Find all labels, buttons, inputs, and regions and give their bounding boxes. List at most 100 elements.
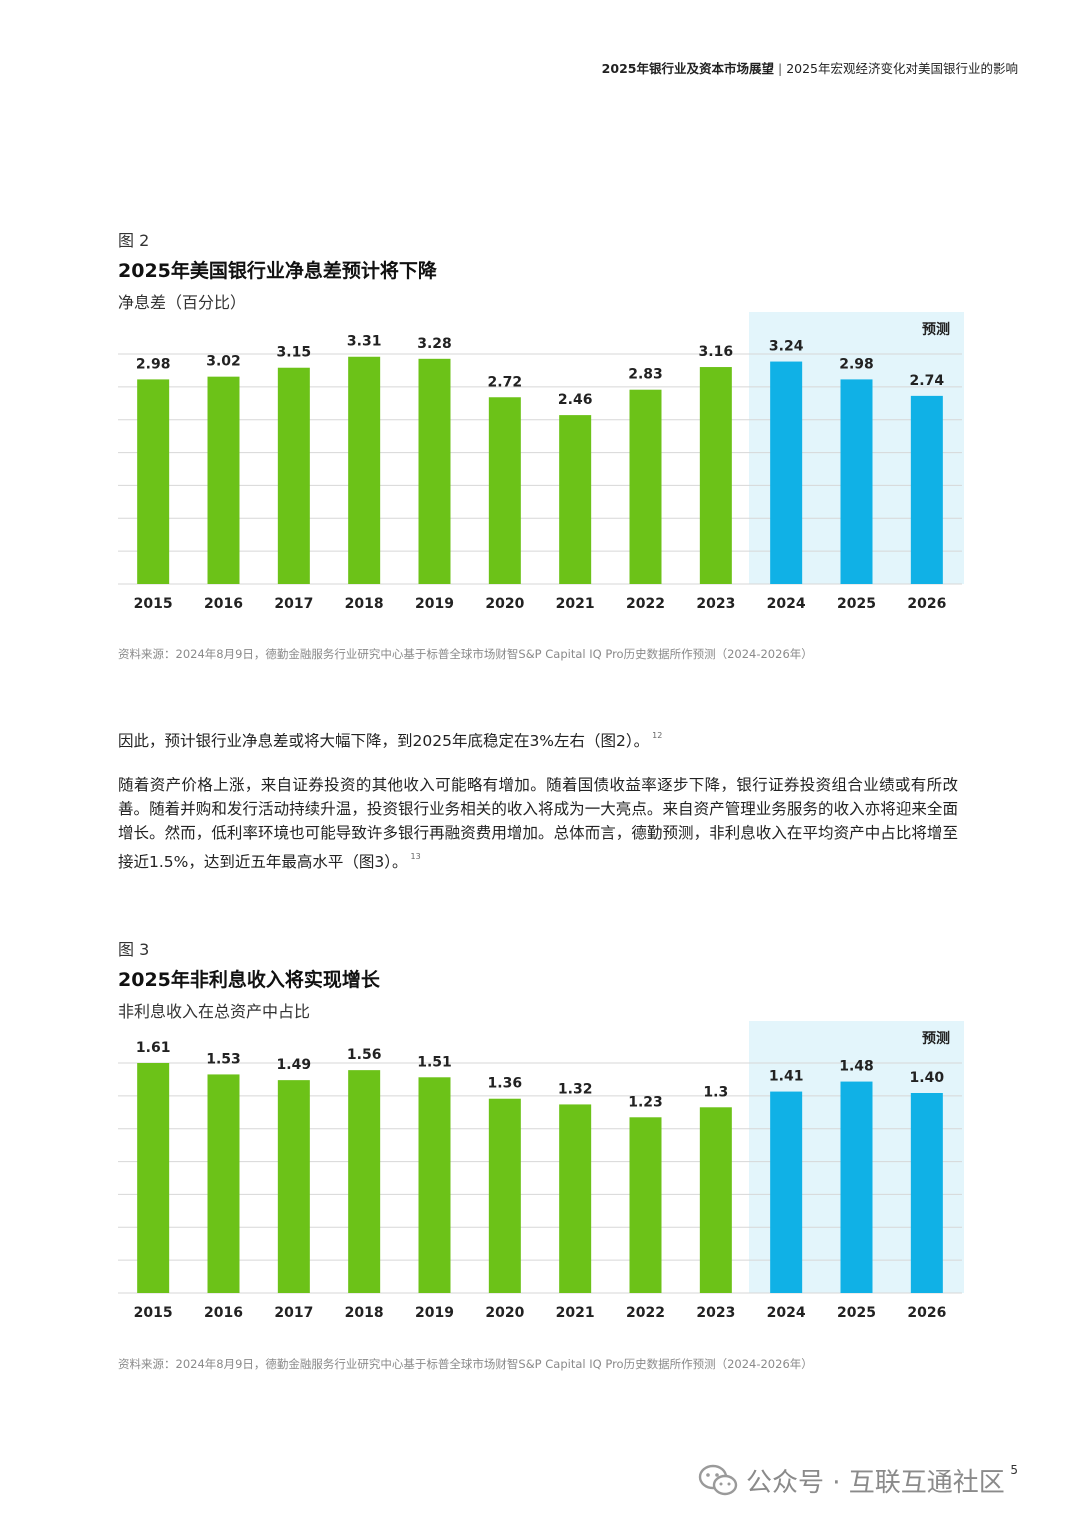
x-tick-2020: 2020 [485, 596, 524, 612]
bar-2023 [699, 1107, 732, 1293]
figure-3-chart: 预测 1.61 2015 1.53 2016 1.49 2017 1.56 2018 1.51 20… [110, 1021, 970, 1331]
page-number: 5 [1010, 1463, 1018, 1477]
x-tick-2024: 2024 [767, 1305, 806, 1321]
value-label-2017: 1.49 [277, 1057, 312, 1073]
x-tick-2025: 2025 [837, 596, 876, 612]
value-label-2026: 1.40 [910, 1070, 945, 1086]
bar-2021 [559, 415, 592, 584]
figure-2-label: 图 2 [118, 231, 150, 250]
x-tick-2019: 2019 [415, 1305, 454, 1321]
bar-2022 [629, 389, 662, 584]
paragraph-1: 因此，预计银行业净息差或将大幅下降，到2025年底稳定在3%左右（图2）。 12 [118, 724, 958, 753]
x-tick-2025: 2025 [837, 1305, 876, 1321]
bar-2018 [348, 1070, 381, 1293]
header-doc-title: 2025年银行业及资本市场展望 [601, 61, 774, 76]
x-tick-2023: 2023 [696, 596, 735, 612]
watermark-text: 公众号 · 互联互通社区 [746, 1468, 1005, 1498]
value-label-2016: 1.53 [206, 1051, 241, 1067]
bar-2020 [488, 1098, 521, 1293]
x-tick-2017: 2017 [274, 596, 313, 612]
bar-2021 [559, 1104, 592, 1293]
x-tick-2016: 2016 [204, 1305, 243, 1321]
x-tick-2024: 2024 [767, 596, 806, 612]
x-tick-2026: 2026 [907, 1305, 946, 1321]
bar-2023 [699, 367, 732, 584]
value-label-2025: 2.98 [839, 356, 874, 372]
header-section-title: 2025年宏观经济变化对美国银行业的影响 [786, 61, 1018, 76]
value-label-2020: 2.72 [488, 374, 523, 390]
value-label-2022: 1.23 [628, 1094, 663, 1110]
bar-2019 [418, 358, 451, 584]
watermark: 公众号 · 互联互通社区 [698, 1462, 1005, 1499]
bar-2016 [207, 376, 240, 584]
x-tick-2021: 2021 [556, 596, 595, 612]
figure-3-title: 2025年非利息收入将实现增长 [118, 969, 380, 991]
value-label-2016: 3.02 [206, 354, 241, 370]
figure-2-chart-svg: 预测 2.98 2015 3.02 2016 3.15 2017 3.31 2018 3.28 20… [118, 312, 964, 612]
value-label-2015: 1.61 [136, 1040, 171, 1056]
figure-2-subtitle: 净息差（百分比） [118, 293, 247, 312]
bar-2020 [488, 397, 521, 584]
footnote-ref-12[interactable]: 12 [652, 731, 663, 740]
bar-2025 [840, 1081, 873, 1293]
value-label-2021: 1.32 [558, 1081, 593, 1097]
bar-2024 [770, 1091, 803, 1293]
value-label-2023: 3.16 [699, 344, 734, 360]
value-label-2018: 3.31 [347, 334, 382, 350]
x-tick-2022: 2022 [626, 1305, 665, 1321]
x-tick-2015: 2015 [134, 596, 173, 612]
x-tick-2017: 2017 [274, 1305, 313, 1321]
value-label-2017: 3.15 [277, 345, 312, 361]
bar-2024 [770, 361, 803, 584]
figure-2-chart: 预测 2.98 2015 3.02 2016 3.15 2017 3.31 2018 3.28 20… [110, 312, 970, 622]
paragraph-2-text: 随着资产价格上涨，来自证券投资的其他收入可能略有增加。随着国债收益率逐步下降，银… [118, 776, 958, 871]
figure-3-chart-svg: 预测 1.61 2015 1.53 2016 1.49 2017 1.56 2018 1.51 20… [118, 1021, 964, 1321]
forecast-label: 预测 [922, 321, 950, 338]
x-tick-2018: 2018 [345, 596, 384, 612]
header-separator: | [777, 61, 783, 76]
figure-2-title: 2025年美国银行业净息差预计将下降 [118, 260, 437, 282]
x-tick-2018: 2018 [345, 1305, 384, 1321]
x-tick-2026: 2026 [907, 596, 946, 612]
value-label-2015: 2.98 [136, 356, 171, 372]
x-tick-2021: 2021 [556, 1305, 595, 1321]
value-label-2022: 2.83 [628, 367, 663, 383]
bar-2018 [348, 356, 381, 584]
x-tick-2022: 2022 [626, 596, 665, 612]
value-label-2018: 1.56 [347, 1047, 382, 1063]
x-tick-2023: 2023 [696, 1305, 735, 1321]
figure-3-label: 图 3 [118, 940, 150, 959]
bar-2017 [277, 367, 310, 584]
value-label-2021: 2.46 [558, 392, 593, 408]
bar-2017 [277, 1080, 310, 1293]
value-label-2019: 3.28 [417, 336, 452, 352]
paragraph-1-text: 因此，预计银行业净息差或将大幅下降，到2025年底稳定在3%左右（图2）。 [118, 732, 650, 750]
bar-2015 [137, 379, 170, 584]
figure-3-source: 资料来源：2024年8月9日，德勤金融服务行业研究中心基于标普全球市场财智S&P… [118, 1357, 813, 1371]
value-label-2023: 1.3 [703, 1084, 728, 1100]
value-label-2025: 1.48 [839, 1059, 874, 1075]
value-label-2019: 1.51 [417, 1054, 452, 1070]
bar-2016 [207, 1074, 240, 1293]
bar-2026 [910, 395, 943, 584]
bar-2022 [629, 1117, 662, 1293]
value-label-2024: 1.41 [769, 1069, 804, 1085]
bar-2015 [137, 1063, 170, 1293]
value-label-2020: 1.36 [488, 1076, 523, 1092]
value-label-2024: 3.24 [769, 339, 804, 355]
paragraph-2: 随着资产价格上涨，来自证券投资的其他收入可能略有增加。随着国债收益率逐步下降，银… [118, 773, 958, 874]
x-tick-2020: 2020 [485, 1305, 524, 1321]
bar-2019 [418, 1077, 451, 1293]
figure-3-subtitle: 非利息收入在总资产中占比 [118, 1002, 311, 1021]
x-tick-2015: 2015 [134, 1305, 173, 1321]
value-label-2026: 2.74 [910, 373, 945, 389]
footnote-ref-13[interactable]: 13 [410, 852, 421, 861]
x-tick-2019: 2019 [415, 596, 454, 612]
wechat-icon [698, 1464, 738, 1495]
running-header: 2025年银行业及资本市场展望 | 2025年宏观经济变化对美国银行业的影响 [602, 58, 1018, 77]
forecast-label: 预测 [922, 1030, 950, 1047]
figure-2-source: 资料来源：2024年8月9日，德勤金融服务行业研究中心基于标普全球市场财智S&P… [118, 647, 813, 661]
x-tick-2016: 2016 [204, 596, 243, 612]
bar-2025 [840, 379, 873, 584]
bar-2026 [910, 1093, 943, 1293]
